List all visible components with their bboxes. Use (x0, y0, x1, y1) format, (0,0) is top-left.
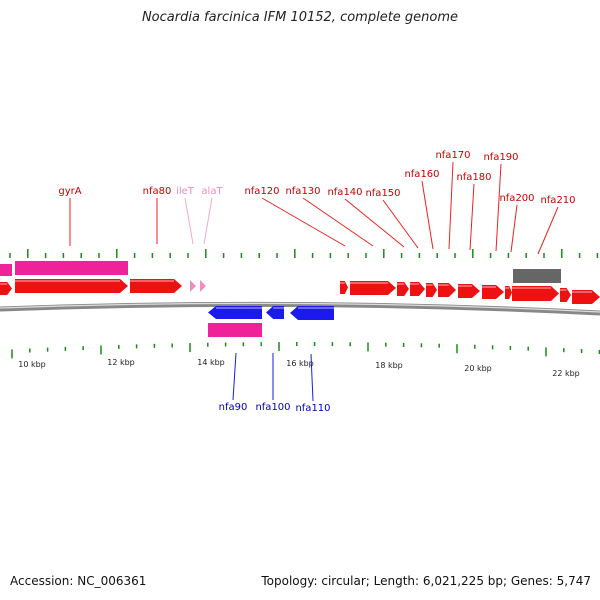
axis-tick-label: 20 kbp (464, 364, 492, 373)
alaT-trna (200, 280, 206, 292)
nfa110-gene (290, 306, 334, 320)
gene-label-top: nfa150 (365, 188, 400, 199)
map-title: Nocardia farcinica IFM 10152, complete g… (141, 10, 459, 25)
leader-line (203, 197, 213, 245)
nfa210-gene (560, 288, 571, 302)
leader-line (448, 161, 454, 250)
nfa200-gene (512, 286, 559, 301)
gene-label-top: nfa130 (285, 186, 320, 197)
gene-label-top: ileT (176, 186, 195, 197)
axis-tick-label: 16 kbp (286, 359, 314, 368)
nfa130-gene (350, 281, 396, 295)
leader-line (382, 199, 419, 249)
gene-label-top: nfa120 (244, 186, 279, 197)
upper-tick-track (9, 249, 599, 258)
gene-label-bottom: nfa90 (219, 402, 248, 413)
forward-gene (0, 282, 12, 295)
gene-label-top: gyrA (58, 186, 81, 197)
leader-line (495, 163, 502, 252)
nfa90-gene (208, 306, 262, 319)
nfa170-gene (438, 283, 456, 297)
nfa160-gene (426, 283, 437, 297)
gene-label-top: nfa80 (143, 186, 172, 197)
axis-tick-label: 12 kbp (107, 358, 135, 367)
gene-label-top: nfa210 (540, 195, 575, 206)
gyrA-rna-feature (15, 261, 128, 275)
leader-line (184, 197, 194, 245)
gene-label-top: nfa200 (499, 193, 534, 204)
leader-line (232, 352, 237, 401)
axis-tick-label: 14 kbp (197, 358, 225, 367)
feature-track (0, 261, 600, 337)
leader-line (537, 206, 559, 255)
axis-labels: 10 kbp 12 kbp 14 kbp 16 kbp 18 kbp 20 kbp 22 k… (18, 358, 580, 378)
ileT-trna (190, 280, 196, 292)
leader-line (261, 197, 346, 247)
leader-line (510, 204, 518, 253)
forward-gene (340, 281, 348, 294)
gene-label-bottom: nfa110 (295, 403, 330, 414)
genome-backbone (0, 301, 600, 316)
axis-tick-label: 18 kbp (375, 361, 403, 370)
leader-line (302, 197, 374, 247)
leader-line (310, 353, 314, 402)
forward-gene (505, 286, 512, 299)
rna-feature (0, 264, 12, 276)
forward-gene (572, 290, 600, 304)
gene-label-top: nfa170 (435, 150, 470, 161)
nfa140-gene (397, 282, 409, 296)
genome-summary-text: Topology: circular; Length: 6,021,225 bp… (261, 574, 591, 588)
nfa80-gene (130, 279, 182, 293)
gene-labels: gyrA nfa80 ileT alaT nfa120 nfa130 nfa140 nfa15… (58, 150, 575, 414)
axis-tick-label: 10 kbp (18, 360, 46, 369)
gene-label-bottom: nfa100 (255, 402, 290, 413)
leader-line (469, 183, 475, 251)
gene-label-top: nfa190 (483, 152, 518, 163)
gene-label-top: alaT (201, 186, 223, 197)
gene-label-top: nfa160 (404, 169, 439, 180)
gene-label-top: nfa180 (456, 172, 491, 183)
accession-text: Accession: NC_006361 (10, 574, 147, 588)
nfa180-gene (458, 284, 480, 298)
nfa100-gene (266, 306, 284, 319)
gene-label-top: nfa140 (327, 187, 362, 198)
leader-line (421, 180, 434, 250)
nfa150-gene (410, 282, 425, 296)
label-leader-lines (69, 161, 559, 402)
lower-tick-track (11, 342, 600, 359)
nfa190-gene (482, 285, 504, 299)
gyrA-gene (15, 279, 128, 293)
pseudo-feature (513, 269, 561, 283)
rna-feature (208, 323, 262, 337)
leader-line (344, 198, 405, 248)
axis-tick-label: 22 kbp (552, 369, 580, 378)
